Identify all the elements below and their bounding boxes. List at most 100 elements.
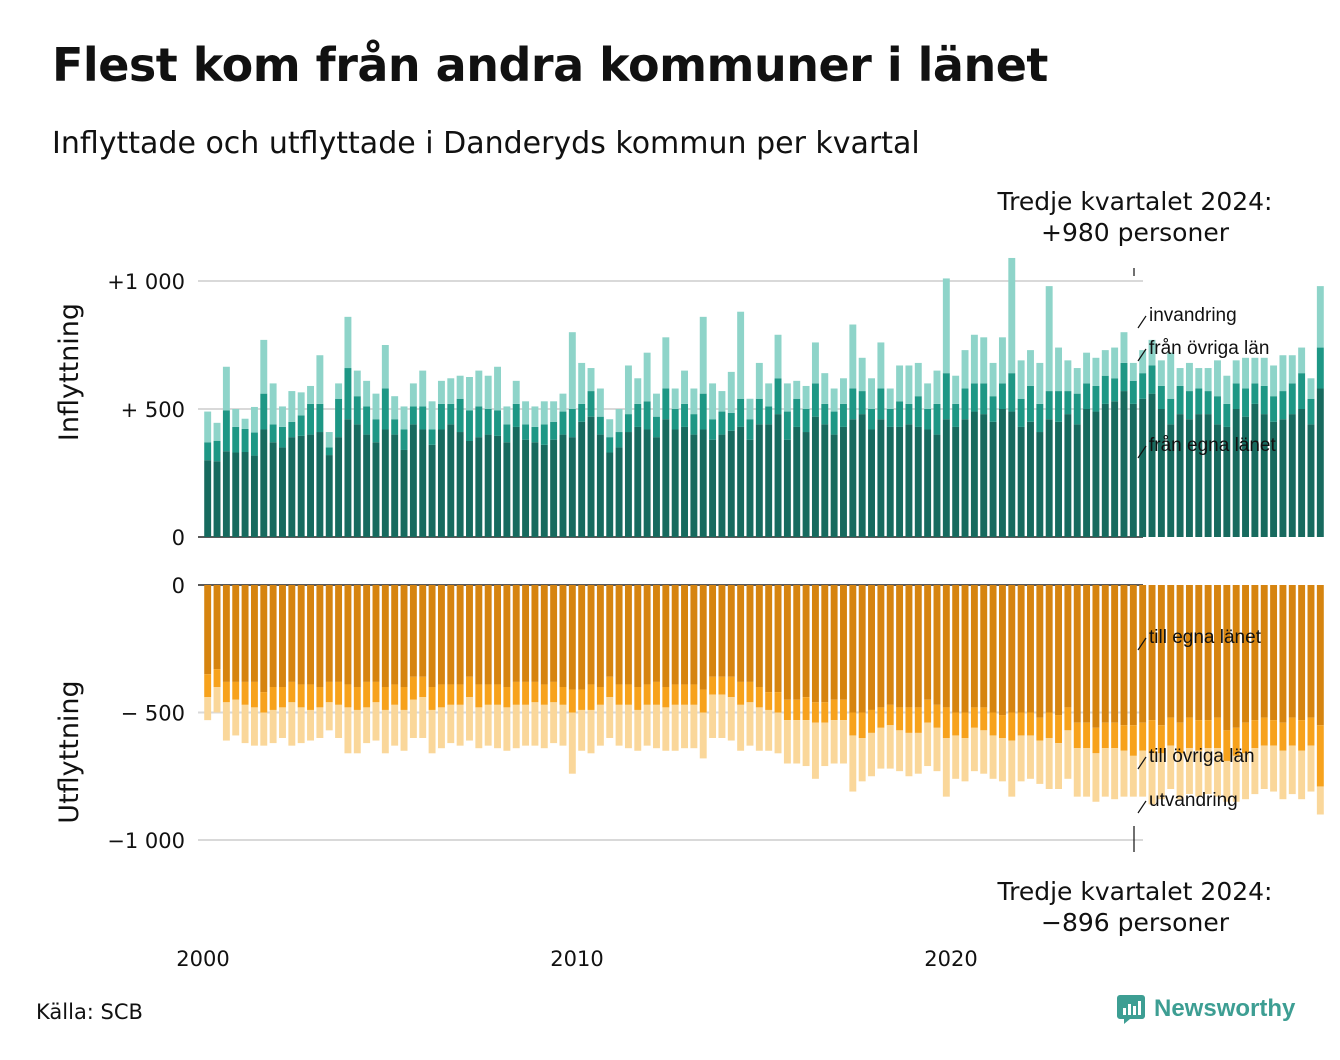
bar-out-s1-q66 (821, 702, 829, 723)
bar-in-s0-q116 (1288, 414, 1296, 537)
bar-in-s2-q32 (503, 406, 511, 425)
bar-in-s2-q68 (840, 378, 847, 404)
bar-in-s1-q2 (222, 410, 230, 452)
bar-out-s1-q20 (391, 684, 399, 705)
bar-in-s0-q60 (765, 424, 773, 537)
bar-out-s1-q42 (596, 687, 604, 705)
bar-out-s1-q29 (475, 684, 483, 708)
bar-out-s2-q1 (213, 687, 221, 713)
bar-in-s0-q67 (830, 434, 838, 537)
bar-out-s1-q31 (494, 684, 501, 705)
bar-out-s1-q33 (512, 681, 520, 705)
bar-in-s1-q17 (363, 406, 371, 435)
bar-in-s1-q95 (1092, 385, 1100, 412)
bar-in-s0-q46 (634, 426, 642, 537)
bar-out-s0-q35 (531, 585, 539, 682)
chart-subtitle: Inflyttade och utflyttade i Danderyds ko… (52, 126, 920, 161)
bar-in-s0-q115 (1279, 419, 1287, 537)
y-tick-label-out-1: − 500 (121, 702, 185, 726)
bar-out-s1-q60 (765, 692, 773, 710)
bar-out-s1-q82 (970, 707, 978, 728)
bar-in-s2-q112 (1251, 357, 1259, 384)
bar-out-s0-q72 (877, 585, 885, 708)
bar-in-s2-q118 (1307, 378, 1315, 399)
bar-out-s2-q11 (307, 709, 314, 741)
bar-in-s0-q16 (353, 424, 361, 537)
bar-out-s0-q62 (783, 585, 791, 700)
bar-in-s2-q51 (681, 370, 688, 404)
bar-out-s1-q114 (1270, 720, 1278, 746)
bar-out-s1-q117 (1298, 720, 1306, 751)
bar-out-s1-q49 (662, 687, 670, 708)
y-tick-label-out-2: −1 000 (107, 829, 185, 853)
bar-in-s1-q111 (1242, 388, 1249, 417)
bar-in-s2-q47 (643, 352, 651, 402)
bar-in-s1-q33 (512, 403, 520, 427)
bar-out-s2-q73 (886, 725, 894, 769)
bar-out-s2-q37 (550, 702, 558, 744)
bar-in-s0-q93 (1073, 424, 1081, 537)
bar-out-s0-q12 (316, 585, 324, 687)
bar-in-s2-q6 (260, 339, 268, 394)
y-tick-label-in-0: 0 (172, 526, 185, 550)
bar-in-s1-q48 (653, 416, 660, 438)
bar-out-s2-q103 (1167, 745, 1175, 789)
bar-in-s0-q90 (1045, 419, 1053, 537)
bar-out-s2-q16 (353, 709, 361, 754)
bar-out-s2-q35 (531, 702, 539, 746)
x-tick-label-0: 2000 (176, 947, 229, 971)
bar-out-s2-q112 (1251, 748, 1259, 795)
bar-in-s1-q67 (830, 411, 838, 435)
bar-out-s2-q57 (737, 704, 745, 751)
bar-in-s1-q5 (250, 432, 258, 456)
bar-out-s2-q84 (989, 735, 997, 779)
bar-in-s1-q82 (970, 383, 978, 412)
y-tick-label-in-1: + 500 (121, 398, 185, 422)
bar-in-s2-q45 (624, 365, 632, 415)
bar-out-s1-q2 (222, 681, 230, 703)
bar-out-s2-q72 (877, 727, 885, 769)
bar-out-s2-q79 (942, 738, 950, 797)
bar-out-s1-q115 (1279, 722, 1287, 751)
bar-in-s1-q16 (353, 396, 361, 425)
bar-out-s2-q80 (952, 735, 960, 779)
bar-out-s1-q65 (811, 702, 819, 723)
newsworthy-icon (1117, 995, 1145, 1024)
bar-out-s1-q45 (624, 684, 632, 705)
series-leader-out-2 (1137, 800, 1147, 814)
bar-in-s0-q20 (391, 434, 399, 537)
bar-in-s1-q110 (1232, 383, 1240, 409)
bar-out-s1-q61 (774, 692, 782, 713)
bar-out-s0-q76 (914, 585, 922, 708)
bar-out-s2-q22 (409, 699, 417, 738)
bar-out-s0-q111 (1242, 585, 1249, 723)
bar-out-s2-q5 (250, 707, 258, 746)
bar-in-s2-q24 (428, 401, 436, 430)
annotation-top: Tredje kvartalet 2024: +980 personer (980, 186, 1290, 248)
bar-in-s1-q84 (989, 396, 997, 422)
bar-in-s0-q18 (372, 442, 380, 537)
bar-out-s2-q7 (269, 709, 277, 744)
bar-out-s0-q14 (335, 585, 343, 682)
bar-out-s0-q28 (466, 585, 473, 677)
bar-out-s0-q6 (260, 585, 268, 693)
bar-in-s1-q103 (1167, 398, 1175, 425)
bar-in-s0-q102 (1157, 409, 1165, 537)
bar-out-s1-q103 (1167, 717, 1175, 746)
bar-in-s0-q94 (1083, 409, 1091, 537)
bar-out-s2-q44 (615, 704, 623, 746)
bar-out-s1-q9 (288, 681, 296, 703)
bar-in-s0-q7 (269, 442, 277, 537)
bar-in-s2-q99 (1129, 362, 1137, 381)
bar-in-s0-q61 (774, 414, 782, 537)
bar-in-s2-q86 (1008, 257, 1016, 374)
bar-out-s0-q98 (1120, 585, 1128, 726)
bar-out-s1-q23 (419, 676, 427, 698)
bar-out-s1-q77 (924, 699, 932, 723)
bar-in-s1-q3 (232, 426, 240, 453)
bar-out-s0-q63 (793, 585, 801, 700)
bar-in-s0-q6 (260, 429, 268, 537)
bar-in-s0-q100 (1139, 398, 1147, 537)
bar-in-s1-q90 (1045, 391, 1053, 420)
bar-in-s1-q57 (737, 398, 745, 427)
